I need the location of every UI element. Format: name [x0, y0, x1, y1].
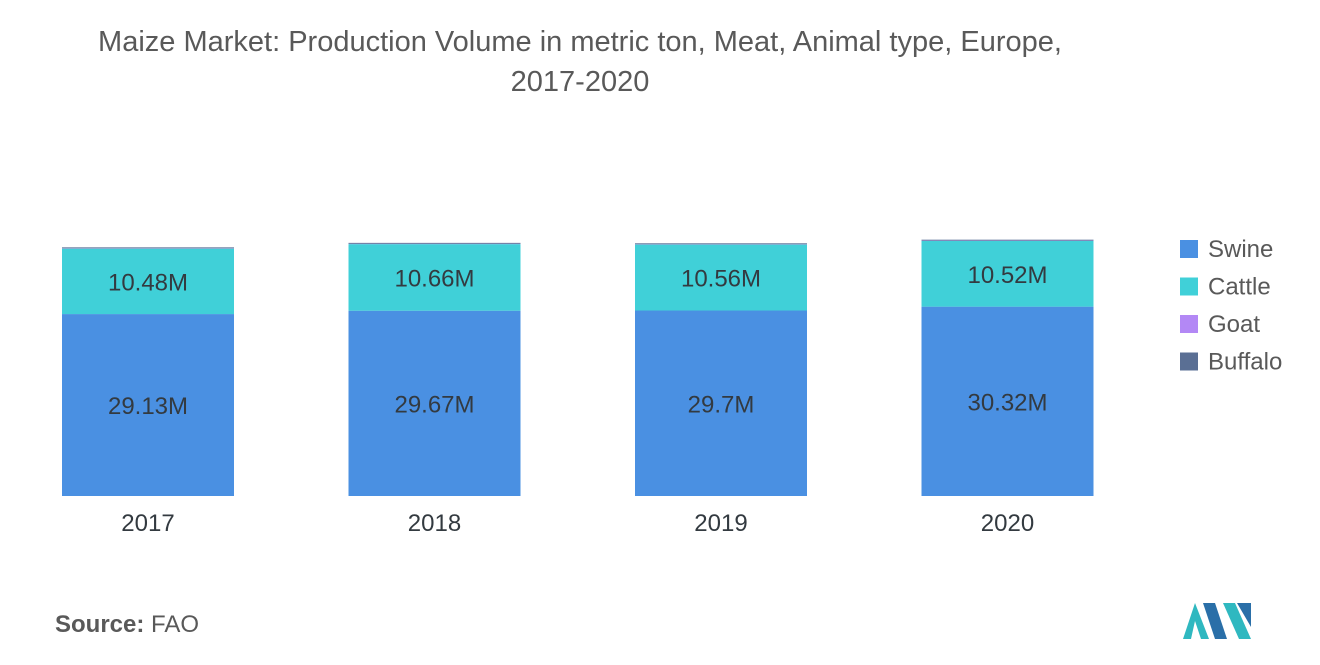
data-label-cattle-2018: 10.66M: [394, 265, 474, 292]
chart-title-line-1: Maize Market: Production Volume in metri…: [98, 26, 1062, 58]
x-tick-label-2019: 2019: [694, 510, 747, 537]
bar-cattle-2019: [635, 244, 807, 311]
data-label-swine-2017: 29.13M: [108, 393, 188, 420]
stacked-bar-chart: 29.13M 10.48M 2017 29.67M 10.66M 2018 29.7M 10.…: [62, 236, 1282, 537]
source-note: Source: FAO: [55, 611, 199, 639]
bar-cattle-2020: [921, 240, 1094, 307]
bar-swine-2020: [921, 306, 1094, 496]
chart-title-line-2: 2017-2020: [510, 66, 650, 98]
source-value: FAO: [151, 611, 200, 638]
data-label-swine-2019: 29.7M: [688, 391, 755, 418]
legend-label-goat: Goat: [1208, 311, 1260, 338]
bar-buffalo-2017: [62, 247, 234, 249]
chart-title: Maize Market: Production Volume in metri…: [0, 22, 1160, 102]
bar-cattle-2017: [62, 248, 234, 315]
data-label-cattle-2019: 10.56M: [681, 266, 761, 293]
mordor-intelligence-logo-icon: [1183, 603, 1251, 639]
legend-label-swine: Swine: [1208, 236, 1273, 263]
data-label-cattle-2017: 10.48M: [108, 269, 188, 296]
bar-swine-2019: [635, 310, 807, 496]
bar-buffalo-2018: [348, 242, 521, 244]
legend-label-cattle: Cattle: [1208, 274, 1271, 301]
x-tick-label-2018: 2018: [408, 510, 461, 537]
legend-swatch-swine: [1180, 240, 1198, 258]
legend-label-buffalo: Buffalo: [1208, 349, 1282, 376]
bar-swine-2018: [348, 310, 521, 496]
source-label: Source:: [55, 611, 145, 638]
legend: Swine Cattle Goat Buffalo: [1180, 236, 1282, 376]
bar-buffalo-2020: [921, 239, 1094, 241]
x-tick-label-2017: 2017: [121, 510, 174, 537]
bar-swine-2017: [62, 314, 234, 496]
data-label-swine-2018: 29.67M: [394, 391, 474, 418]
legend-swatch-goat: [1180, 315, 1198, 333]
data-label-cattle-2020: 10.52M: [967, 262, 1047, 289]
x-tick-label-2020: 2020: [981, 510, 1034, 537]
bars-group: 29.13M 10.48M 2017 29.67M 10.66M 2018 29.7M 10.…: [62, 239, 1094, 537]
bar-cattle-2018: [348, 244, 521, 311]
data-label-swine-2020: 30.32M: [967, 389, 1047, 416]
legend-swatch-buffalo: [1180, 352, 1198, 371]
legend-swatch-cattle: [1180, 277, 1198, 296]
bar-buffalo-2019: [635, 243, 807, 245]
